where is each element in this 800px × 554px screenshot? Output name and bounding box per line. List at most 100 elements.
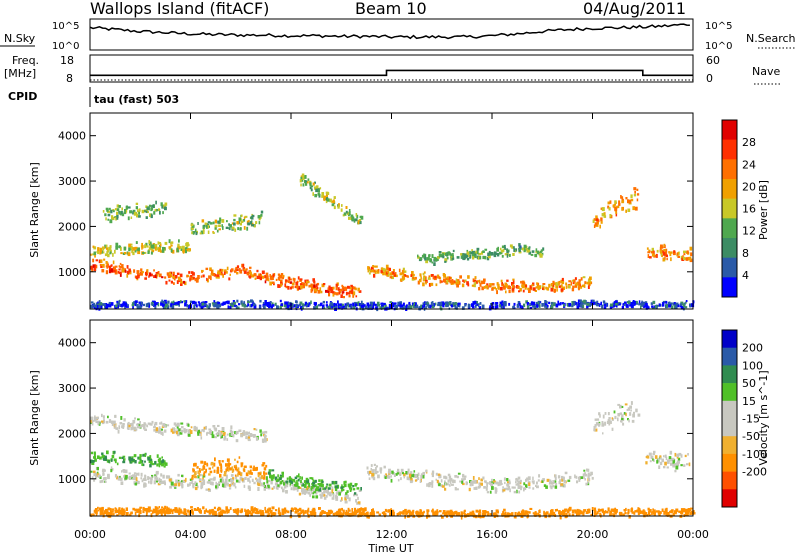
scatter-cell xyxy=(170,280,173,284)
scatter-cell xyxy=(126,265,129,269)
scatter-cell xyxy=(521,247,525,251)
scatter-cell xyxy=(637,507,640,511)
scatter-cell xyxy=(588,478,590,482)
scatter-cell xyxy=(155,200,157,205)
scatter-cell xyxy=(243,270,247,274)
scatter-cell xyxy=(607,412,610,416)
scatter-cell xyxy=(298,473,300,477)
scatter-cell xyxy=(438,483,441,487)
scatter-cell xyxy=(331,203,335,207)
scatter-cell xyxy=(230,483,233,487)
scatter-cell xyxy=(662,300,665,304)
velocity-colorbar-label: Velocity [m s^-1] xyxy=(757,370,770,465)
scatter-cell xyxy=(296,482,299,486)
scatter-cell xyxy=(301,179,304,182)
scatter-cell xyxy=(200,460,204,464)
scatter-cell xyxy=(331,291,335,294)
scatter-cell xyxy=(190,509,193,513)
scatter-cell xyxy=(262,511,265,516)
scatter-cell xyxy=(119,476,121,479)
scatter-cell xyxy=(376,269,380,272)
scatter-cell xyxy=(129,210,132,214)
scatter-cell xyxy=(357,287,360,292)
scatter-cell xyxy=(583,509,587,512)
scatter-cell xyxy=(172,276,176,279)
scatter-cell xyxy=(167,300,170,304)
scatter-cell xyxy=(635,408,638,413)
scatter-cell xyxy=(219,217,222,222)
scatter-cell xyxy=(95,304,97,308)
scatter-cell xyxy=(439,305,442,310)
scatter-cell xyxy=(587,481,589,484)
scatter-cell xyxy=(502,301,505,305)
scatter-cell xyxy=(156,463,159,467)
velocity-colorbar-tick: 15 xyxy=(742,395,756,408)
scatter-cell xyxy=(257,215,261,219)
scatter-cell xyxy=(437,256,440,259)
scatter-cell xyxy=(672,302,675,305)
scatter-cell xyxy=(661,508,664,512)
scatter-cell xyxy=(431,261,433,264)
scatter-cell xyxy=(486,491,490,494)
scatter-cell xyxy=(689,246,693,251)
scatter-cell xyxy=(485,487,488,491)
scatter-cell xyxy=(489,305,492,308)
scatter-cell xyxy=(423,303,425,308)
scatter-cell xyxy=(604,303,607,306)
scatter-cell xyxy=(292,486,296,491)
scatter-cell xyxy=(612,513,614,517)
scatter-cell xyxy=(337,287,340,291)
scatter-cell xyxy=(353,488,356,491)
scatter-cell xyxy=(515,248,518,252)
scatter-cell xyxy=(545,511,549,515)
scatter-cell xyxy=(347,483,351,487)
scatter-cell xyxy=(302,512,305,516)
scatter-cell xyxy=(549,512,552,516)
scatter-cell xyxy=(127,252,131,257)
scatter-cell xyxy=(416,304,419,308)
scatter-cell xyxy=(338,203,340,208)
scatter-cell xyxy=(352,511,355,516)
scatter-cell xyxy=(128,268,131,273)
scatter-cell xyxy=(254,277,257,280)
scatter-cell xyxy=(215,275,218,279)
scatter-cell xyxy=(131,302,134,305)
scatter-cell xyxy=(446,483,449,486)
scatter-cell xyxy=(279,477,282,480)
scatter-cell xyxy=(376,465,378,468)
scatter-cell xyxy=(328,511,331,516)
scatter-cell xyxy=(325,289,328,293)
scatter-cell xyxy=(442,255,445,259)
scatter-cell xyxy=(663,258,666,262)
scatter-cell xyxy=(610,508,613,513)
scatter-cell xyxy=(226,467,229,472)
scatter-cell xyxy=(189,482,191,486)
scatter-cell xyxy=(249,304,252,308)
scatter-cell xyxy=(134,246,138,250)
scatter-cell xyxy=(491,481,495,484)
scatter-cell xyxy=(508,481,511,485)
scatter-cell xyxy=(213,476,216,480)
scatter-cell xyxy=(451,257,455,260)
nsearch-tick-bottom: 10^0 xyxy=(705,41,732,52)
scatter-cell xyxy=(375,306,378,310)
scatter-cell xyxy=(206,481,209,484)
scatter-cell xyxy=(630,509,633,513)
scatter-cell xyxy=(180,300,183,304)
scatter-cell xyxy=(396,513,399,516)
scatter-cell xyxy=(576,306,580,310)
scatter-cell xyxy=(197,275,200,279)
scatter-cell xyxy=(203,426,206,430)
scatter-cell xyxy=(680,464,683,467)
velocity-colorbar-segment xyxy=(722,400,737,419)
scatter-cell xyxy=(238,303,241,306)
scatter-cell xyxy=(404,274,407,277)
scatter-cell xyxy=(454,487,457,491)
scatter-cell xyxy=(150,251,153,255)
scatter-cell xyxy=(139,273,143,276)
scatter-cell xyxy=(163,247,166,251)
scatter-cell xyxy=(108,246,111,251)
scatter-cell xyxy=(192,468,194,471)
scatter-cell xyxy=(321,510,324,514)
scatter-cell xyxy=(203,482,206,485)
